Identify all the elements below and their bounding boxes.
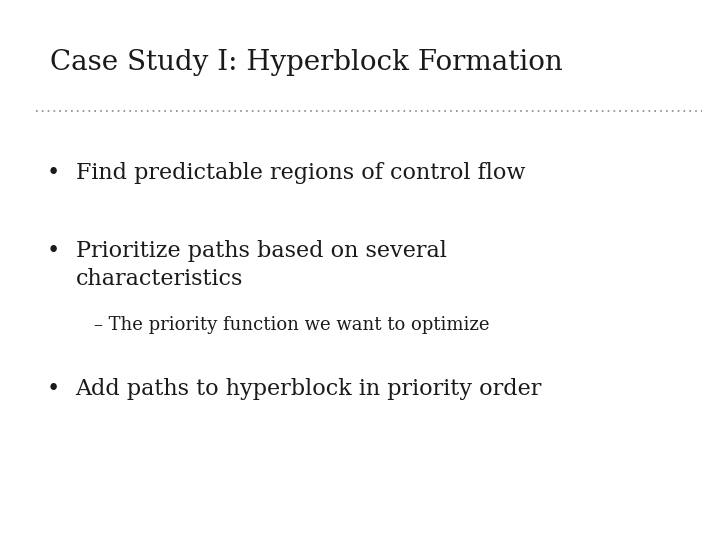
Text: Case Study I: Hyperblock Formation: Case Study I: Hyperblock Formation xyxy=(50,49,563,76)
Text: – The priority function we want to optimize: – The priority function we want to optim… xyxy=(94,316,489,334)
Text: •: • xyxy=(47,162,60,184)
Text: Find predictable regions of control flow: Find predictable regions of control flow xyxy=(76,162,525,184)
Text: •: • xyxy=(47,240,60,262)
Text: Prioritize paths based on several
characteristics: Prioritize paths based on several charac… xyxy=(76,240,446,290)
Text: Add paths to hyperblock in priority order: Add paths to hyperblock in priority orde… xyxy=(76,378,542,400)
Text: •: • xyxy=(47,378,60,400)
